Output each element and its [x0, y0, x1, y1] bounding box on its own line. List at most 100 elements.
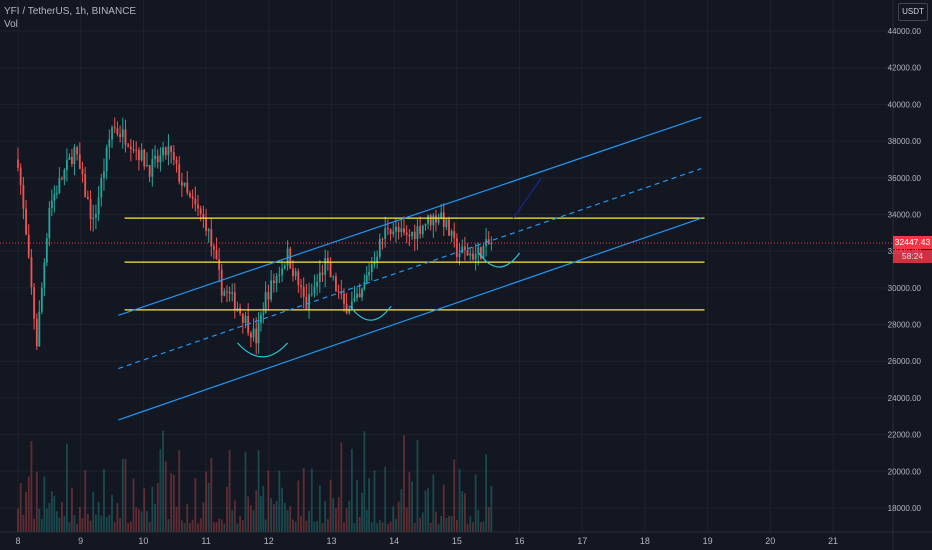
time-tick-label: 13 [326, 536, 336, 546]
candle-body [329, 262, 332, 277]
volume-bar [326, 519, 329, 532]
time-tick-label: 14 [389, 536, 399, 546]
candle-body [289, 248, 292, 269]
volume-bar [361, 492, 363, 532]
volume-bar [305, 520, 308, 532]
volume-bar [308, 510, 310, 532]
volume-bar [108, 514, 111, 532]
candle-body [283, 265, 286, 269]
volume-bar [50, 491, 53, 532]
currency-button[interactable]: USDT [898, 3, 928, 21]
volume-bar [453, 459, 456, 532]
candle-body [474, 253, 477, 260]
volume-bar [400, 489, 403, 532]
candle-body [60, 178, 63, 180]
volume-bar [397, 501, 400, 532]
volume-bar [241, 520, 244, 532]
candle-body [448, 219, 450, 236]
candle-body [416, 226, 419, 239]
volume-bar [445, 517, 448, 532]
volume-bars [17, 430, 493, 532]
volume-bar [395, 518, 397, 532]
volume-bar [78, 507, 81, 532]
volume-bar [329, 479, 332, 532]
volume-bar [448, 516, 450, 532]
volume-bar [381, 522, 384, 532]
volume-bar [405, 507, 408, 532]
candle-body [108, 139, 111, 148]
time-tick-label: 21 [828, 536, 838, 546]
volume-bar [183, 523, 186, 532]
candle-body [413, 231, 416, 239]
projection-line [512, 177, 543, 219]
candle-body [175, 159, 178, 164]
symbol-title[interactable]: YFI / TetherUS, 1h, BINANCE [4, 6, 137, 17]
volume-bar [479, 522, 482, 532]
time-tick-label: 19 [703, 536, 713, 546]
volume-bar [458, 468, 461, 532]
volume-bar [370, 522, 373, 532]
candle-body [326, 258, 329, 263]
candle-body [363, 282, 366, 289]
candle-body [392, 231, 395, 235]
volume-bar [487, 507, 490, 532]
volume-bar [60, 502, 63, 532]
candle-body [215, 249, 218, 260]
volume-bar [353, 523, 356, 532]
time-tick-label: 15 [452, 536, 462, 546]
candle-body [244, 315, 247, 324]
candle-body [210, 229, 213, 247]
volume-bar [275, 501, 278, 532]
volume-bar [84, 470, 87, 532]
volume-bar [389, 521, 392, 532]
volume-bar [252, 510, 255, 532]
volume-bar [419, 517, 422, 532]
candle-body [40, 287, 43, 312]
candle-body [212, 246, 215, 250]
volume-bar [55, 511, 58, 532]
candle-body [71, 156, 73, 164]
candle-body [321, 272, 324, 275]
candle-body [337, 291, 340, 293]
candle-body [361, 288, 363, 298]
candle-body [461, 246, 464, 254]
volume-bar [318, 485, 321, 532]
volume-bar [281, 487, 284, 532]
chart-header: YFI / TetherUS, 1h, BINANCE Vol [4, 5, 136, 31]
candle-body [236, 308, 239, 311]
candle-body [191, 196, 194, 199]
volume-bar [461, 491, 464, 532]
volume-bar [124, 458, 127, 532]
candle-body [403, 228, 405, 233]
drawings-layer[interactable] [0, 116, 893, 421]
volume-bar [424, 490, 427, 532]
volume-bar [220, 519, 223, 532]
volume-bar [129, 521, 132, 532]
candle-body [490, 242, 493, 245]
candle-body [278, 274, 281, 276]
candle-body [384, 228, 387, 240]
volume-bar [215, 521, 218, 532]
candle-body [239, 308, 242, 314]
volume-indicator-label[interactable]: Vol [4, 19, 18, 30]
volume-bar [474, 474, 477, 532]
candle-body [270, 280, 273, 300]
volume-bar [119, 518, 122, 532]
candle-body [424, 223, 427, 226]
candle-body [194, 198, 197, 205]
volume-bar [81, 518, 84, 532]
volume-bar [191, 519, 194, 532]
volume-bar [435, 511, 437, 532]
price-tick-label: 36000.00 [888, 174, 922, 183]
last-price-tag: 32447.43 [893, 236, 932, 249]
candle-body [129, 146, 132, 150]
volume-bar [111, 494, 113, 532]
volume-bar [262, 485, 265, 532]
candle-body [27, 234, 30, 258]
volume-bar [212, 522, 215, 532]
volume-bar [403, 435, 405, 532]
volume-bar [205, 471, 207, 532]
volume-bar [207, 482, 210, 532]
volume-bar [440, 515, 443, 532]
